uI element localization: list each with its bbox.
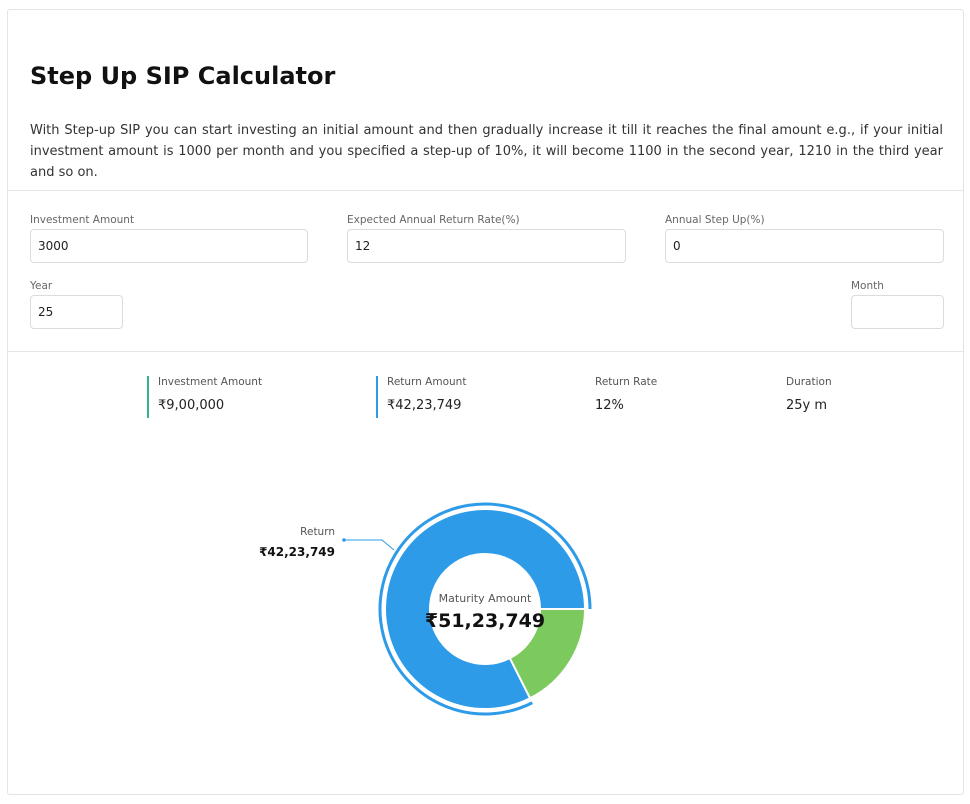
summary-investment-label: Investment Amount [158,376,263,388]
step-up-input[interactable] [665,229,944,263]
year-label: Year [30,280,53,292]
summary-return-rate: Return Rate 12% [595,376,657,418]
callout-dot [342,538,346,542]
summary-duration-value: 25y m [786,398,828,413]
summary-duration-label: Duration [786,376,832,388]
return-rate-input[interactable] [347,229,626,263]
divider [8,190,963,191]
page-title: Step Up SIP Calculator [30,62,336,90]
donut-center-label: Maturity Amount [439,592,532,605]
investment-amount-label: Investment Amount [30,214,135,226]
summary-return-amount-value: ₹42,23,749 [387,398,462,413]
investment-amount-input[interactable] [30,229,308,263]
donut-hover-ring [378,502,592,716]
month-label: Month [851,280,884,292]
step-up-label: Annual Step Up(%) [665,214,765,226]
donut-slice-return[interactable] [384,508,587,710]
callout-label: Return [300,526,335,538]
donut-center-value: ₹51,23,749 [425,610,545,632]
summary-return-rate-label: Return Rate [595,376,658,388]
summary-investment-value: ₹9,00,000 [158,398,225,413]
divider [8,351,963,352]
donut-hover-ring-return [378,502,592,716]
donut-slices [384,508,587,710]
summary-return-amount-label: Return Amount [387,376,467,388]
summary-return-amount: Return Amount ₹42,23,749 [376,376,466,418]
page-description: With Step-up SIP you can start investing… [30,123,943,180]
year-input[interactable] [30,295,123,329]
return-rate-label: Expected Annual Return Rate(%) [347,214,520,226]
month-input[interactable] [851,295,944,329]
callout-line [344,539,395,551]
summary-investment: Investment Amount ₹9,00,000 [147,376,262,418]
summary-return-rate-value: 12% [595,398,624,413]
callout-value: ₹42,23,749 [259,545,335,559]
summary-duration: Duration 25y m [786,376,832,418]
